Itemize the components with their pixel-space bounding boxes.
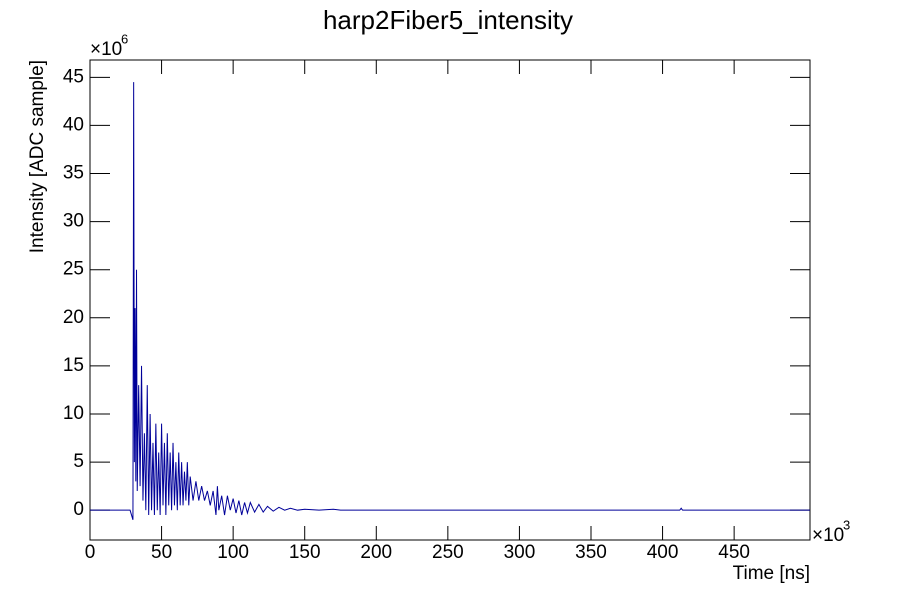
y-axis-label: Intensity [ADC sample] xyxy=(27,60,48,253)
y-scale-exponent: 6 xyxy=(121,31,128,46)
data-line xyxy=(90,82,810,520)
x-tick-label: 50 xyxy=(151,542,172,563)
y-tick-label: 40 xyxy=(63,114,84,135)
y-tick-label: 45 xyxy=(63,66,84,87)
x-tick-label: 250 xyxy=(432,542,464,563)
y-tick-label: 25 xyxy=(63,259,84,280)
x-tick-label: 200 xyxy=(360,542,392,563)
x-tick-label: 300 xyxy=(504,542,536,563)
x-tick-label: 150 xyxy=(289,542,321,563)
x-scale-base: ×10 xyxy=(812,525,844,546)
x-tick-label: 350 xyxy=(575,542,607,563)
chart-title: harp2Fiber5_intensity xyxy=(323,5,573,35)
x-tick-label: 0 xyxy=(85,542,96,563)
y-tick-label: 5 xyxy=(73,451,84,472)
y-tick-label: 15 xyxy=(63,355,84,376)
x-tick-label: 100 xyxy=(217,542,249,563)
x-tick-label: 450 xyxy=(718,542,750,563)
x-scale-exponent: 3 xyxy=(843,517,850,532)
y-tick-label: 30 xyxy=(63,211,84,232)
plot-frame xyxy=(89,59,811,541)
x-axis-label: Time [ns] xyxy=(733,563,810,584)
x-tick-label: 400 xyxy=(647,542,679,563)
y-tick-label: 0 xyxy=(73,499,84,520)
y-tick-label: 20 xyxy=(63,307,84,328)
y-tick-label: 35 xyxy=(63,163,84,184)
y-scale-base: ×10 xyxy=(90,39,122,60)
y-tick-label: 10 xyxy=(63,403,84,424)
